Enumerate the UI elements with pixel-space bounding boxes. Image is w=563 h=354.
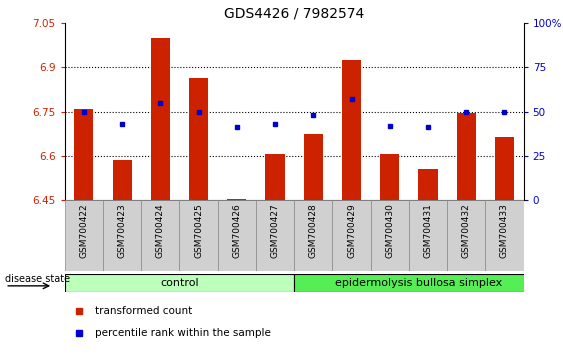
FancyBboxPatch shape — [256, 200, 294, 271]
FancyBboxPatch shape — [218, 200, 256, 271]
Bar — [74, 109, 93, 200]
FancyBboxPatch shape — [294, 274, 543, 292]
Text: GSM700433: GSM700433 — [500, 204, 509, 258]
Text: epidermolysis bullosa simplex: epidermolysis bullosa simplex — [335, 278, 502, 288]
Text: GSM700423: GSM700423 — [118, 204, 127, 258]
FancyBboxPatch shape — [370, 200, 409, 271]
FancyBboxPatch shape — [409, 200, 447, 271]
FancyBboxPatch shape — [65, 274, 294, 292]
Bar — [266, 154, 285, 200]
Bar — [418, 169, 437, 200]
Text: GSM700425: GSM700425 — [194, 204, 203, 258]
Bar — [189, 78, 208, 200]
FancyBboxPatch shape — [141, 200, 180, 271]
Text: GSM700428: GSM700428 — [309, 204, 318, 258]
Bar — [303, 134, 323, 200]
FancyBboxPatch shape — [65, 200, 103, 271]
FancyBboxPatch shape — [332, 200, 370, 271]
Bar — [113, 160, 132, 200]
Bar — [151, 38, 170, 200]
Text: GSM700429: GSM700429 — [347, 204, 356, 258]
Text: control: control — [160, 278, 199, 288]
FancyBboxPatch shape — [485, 200, 524, 271]
Bar — [227, 199, 247, 200]
Text: GSM700424: GSM700424 — [156, 204, 165, 258]
Bar — [380, 154, 399, 200]
Text: GSM700422: GSM700422 — [79, 204, 88, 258]
Title: GDS4426 / 7982574: GDS4426 / 7982574 — [224, 6, 364, 21]
FancyBboxPatch shape — [447, 200, 485, 271]
Bar — [495, 137, 514, 200]
Text: GSM700427: GSM700427 — [271, 204, 280, 258]
Bar — [457, 113, 476, 200]
Text: GSM700430: GSM700430 — [385, 204, 394, 258]
Text: disease state: disease state — [5, 274, 70, 284]
Text: percentile rank within the sample: percentile rank within the sample — [95, 328, 270, 338]
Text: GSM700426: GSM700426 — [233, 204, 242, 258]
Text: GSM700431: GSM700431 — [423, 204, 432, 258]
FancyBboxPatch shape — [103, 200, 141, 271]
Text: transformed count: transformed count — [95, 306, 192, 316]
Bar — [342, 60, 361, 200]
Text: GSM700432: GSM700432 — [462, 204, 471, 258]
FancyBboxPatch shape — [180, 200, 218, 271]
FancyBboxPatch shape — [294, 200, 332, 271]
